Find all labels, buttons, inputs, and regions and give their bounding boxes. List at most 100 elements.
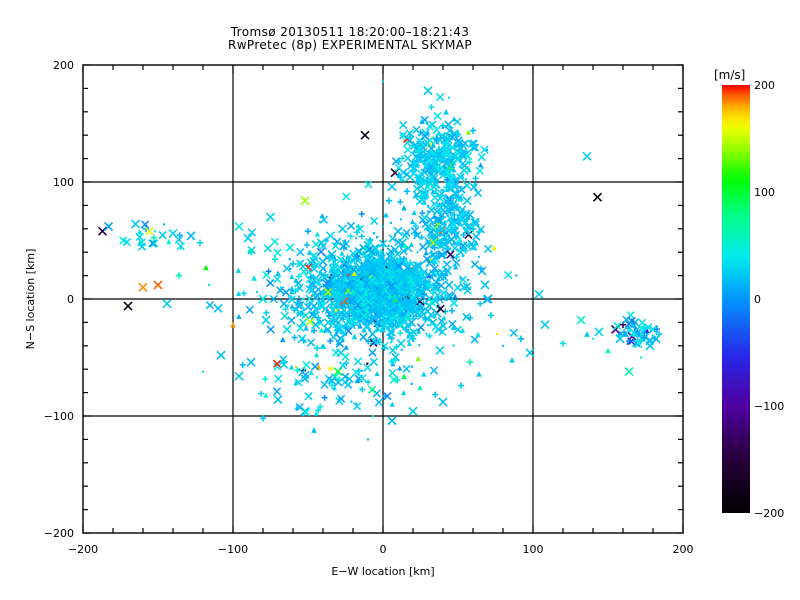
scatter-point — [175, 272, 183, 279]
scatter-point — [445, 253, 447, 256]
scatter-point — [103, 221, 114, 232]
scatter-point — [385, 197, 393, 204]
y-tick-label: −200 — [44, 527, 74, 540]
scatter-point — [509, 357, 515, 363]
scatter-point — [295, 365, 297, 368]
scatter-point — [289, 260, 297, 268]
scatter-point — [230, 321, 236, 328]
scatter-point — [259, 415, 267, 422]
scatter-point — [258, 294, 268, 304]
scatter-point — [328, 330, 330, 333]
scatter-point — [271, 256, 279, 263]
scatter-point — [382, 80, 384, 83]
scatter-point — [534, 289, 544, 299]
scatter-point — [576, 315, 586, 325]
scatter-point — [153, 280, 163, 290]
scatter-point — [559, 340, 567, 347]
scatter-point — [594, 327, 604, 337]
title-line-1: Tromsø 20130511 18:20:00–18:21:43 — [230, 25, 470, 39]
scatter-point — [261, 315, 271, 325]
scatter-point — [444, 280, 454, 290]
scatter-point — [502, 344, 504, 347]
x-tick-label: 200 — [673, 543, 694, 556]
scatter-point — [592, 192, 603, 202]
scatter-point — [387, 416, 397, 426]
scatter-point — [623, 331, 629, 337]
colorbar-tick-label: 200 — [754, 79, 775, 92]
scatter-point — [251, 275, 257, 281]
scatter-point — [311, 427, 317, 433]
scatter-point — [401, 373, 407, 380]
scatter-point — [298, 295, 300, 298]
scatter-point — [396, 338, 406, 349]
scatter-point — [496, 333, 498, 336]
scatter-point — [392, 330, 395, 333]
scatter-point — [425, 333, 428, 336]
scatter-point — [476, 371, 482, 377]
scatter-point — [196, 239, 204, 247]
scatter-point — [285, 242, 295, 253]
scatter-point — [313, 344, 321, 352]
scatter-point — [243, 233, 253, 243]
scatter-point — [448, 307, 456, 314]
scatter-point — [383, 211, 389, 218]
figure-title: Tromsø 20130511 18:20:00–18:21:43 RwPret… — [0, 26, 700, 52]
scatter-point — [123, 301, 133, 311]
scatter-point — [297, 334, 307, 344]
scatter-point — [162, 299, 172, 309]
scatter-point — [337, 312, 339, 315]
scatter-point — [473, 240, 479, 246]
scatter-point — [469, 127, 477, 134]
scatter-point — [355, 237, 357, 240]
scatter-point — [640, 356, 642, 359]
scatter-point — [130, 219, 141, 229]
colorbar-tick-label: −100 — [754, 400, 784, 413]
scatter-point — [393, 226, 403, 236]
scatter-point — [216, 350, 226, 360]
scatter-point — [478, 255, 480, 258]
scatter-point — [246, 357, 256, 367]
scatter-point — [491, 244, 497, 251]
scatter-point — [655, 330, 663, 338]
scatter-point — [438, 397, 448, 407]
colorbar-unit-label: [m/s] — [714, 68, 745, 82]
scatter-point — [525, 348, 535, 358]
scatter-point — [203, 264, 209, 271]
scatter-point — [382, 225, 384, 228]
scatter-point — [337, 224, 348, 234]
y-tick-label: 0 — [67, 293, 74, 306]
scatter-point — [419, 118, 425, 124]
x-axis-label: E−W location [km] — [331, 565, 434, 578]
scatter-point — [466, 358, 474, 366]
y-tick-label: 100 — [53, 176, 74, 189]
scatter-point — [279, 299, 289, 309]
scatter-point — [256, 290, 258, 293]
scatter-point — [97, 226, 108, 236]
axis-ticks — [82, 64, 684, 534]
scatter-point — [282, 324, 292, 334]
scatter-point — [418, 134, 420, 137]
scatter-point — [416, 251, 419, 254]
scatter-point — [280, 286, 282, 289]
scatter-point — [234, 371, 244, 381]
scatter-point — [265, 212, 276, 222]
scatter-point — [138, 282, 148, 292]
scatter-point — [448, 96, 450, 99]
colorbar-gradient — [722, 85, 750, 513]
scatter-point — [325, 231, 336, 241]
scatter-point — [186, 231, 196, 241]
title-line-2: RwPretec (8p) EXPERIMENTAL SKYMAP — [227, 38, 473, 52]
scatter-point — [443, 109, 449, 115]
scatter-point — [480, 280, 490, 290]
scatter-point — [408, 406, 418, 416]
colorbar-tick-label: 100 — [754, 186, 775, 199]
scatter-point — [582, 151, 592, 161]
scatter-point — [401, 204, 407, 211]
scatter-point — [202, 370, 204, 373]
scatter-point — [648, 324, 658, 334]
y-tick-label: 200 — [53, 59, 74, 72]
colorbar-tick-label: 0 — [754, 293, 761, 306]
